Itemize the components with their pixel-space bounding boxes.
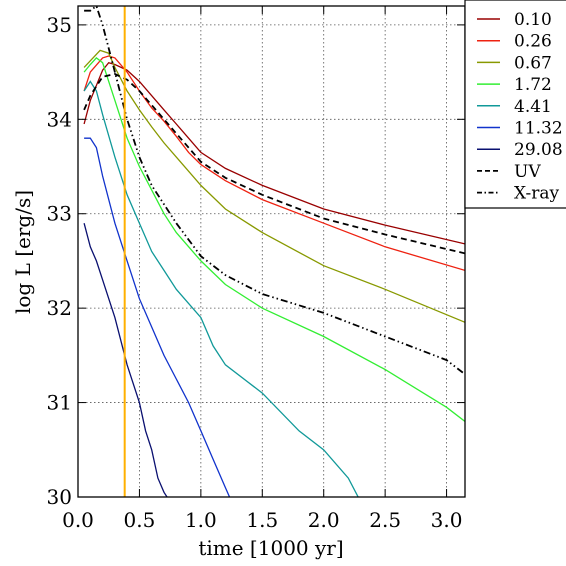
- series-line-1-72: [83, 57, 465, 423]
- x-tick-label: 2.5: [369, 508, 401, 532]
- x-tick-label: 1.0: [185, 508, 217, 532]
- y-tick-label: 33: [47, 202, 72, 226]
- x-tick-label: 1.5: [246, 508, 278, 532]
- x-tick-label: 3.0: [431, 508, 463, 532]
- y-tick-label: 31: [47, 391, 72, 415]
- y-tick-label: 32: [47, 296, 72, 320]
- legend-label: 0.67: [514, 53, 552, 73]
- series-line-11-32: [84, 137, 231, 497]
- series-line-4-41: [83, 80, 359, 497]
- legend-box: [464, 0, 566, 209]
- legend-label: 29.08: [514, 140, 563, 160]
- y-axis-label: log L [erg/s]: [11, 190, 35, 314]
- y-tick-label: 35: [47, 13, 72, 37]
- x-axis-label: time [1000 yr]: [198, 536, 343, 560]
- legend-label: 4.41: [514, 97, 552, 117]
- y-tick-label: 30: [47, 485, 72, 509]
- legend-label: 0.10: [514, 10, 552, 30]
- legend-label: 0.26: [514, 32, 552, 52]
- tick-labels: 0.0 0.5 1.0 1.5 2.0 2.5 3.0 30 31 32 33 34 35: [47, 13, 463, 532]
- legend-label: 1.72: [514, 75, 552, 95]
- series-line-0-67: [83, 49, 465, 323]
- series-line-0-10: [83, 61, 465, 245]
- legend-label: 11.32: [514, 119, 563, 139]
- x-tick-label: 2.0: [308, 508, 340, 532]
- series-line-uv: [83, 73, 465, 255]
- x-tick-label: 0.5: [124, 508, 156, 532]
- ticks: [77, 6, 465, 498]
- series-line-x-ray: [84, 6, 465, 376]
- legend-label: UV: [514, 162, 541, 182]
- grid: [78, 6, 465, 497]
- plot-frame: [77, 5, 466, 498]
- legend-label: X-ray: [514, 184, 560, 204]
- x-tick-label: 0.0: [62, 508, 94, 532]
- series-line-29-08: [83, 223, 168, 497]
- series-layer: [83, 6, 465, 497]
- y-tick-label: 34: [47, 107, 72, 131]
- series-line-0-26: [83, 55, 465, 272]
